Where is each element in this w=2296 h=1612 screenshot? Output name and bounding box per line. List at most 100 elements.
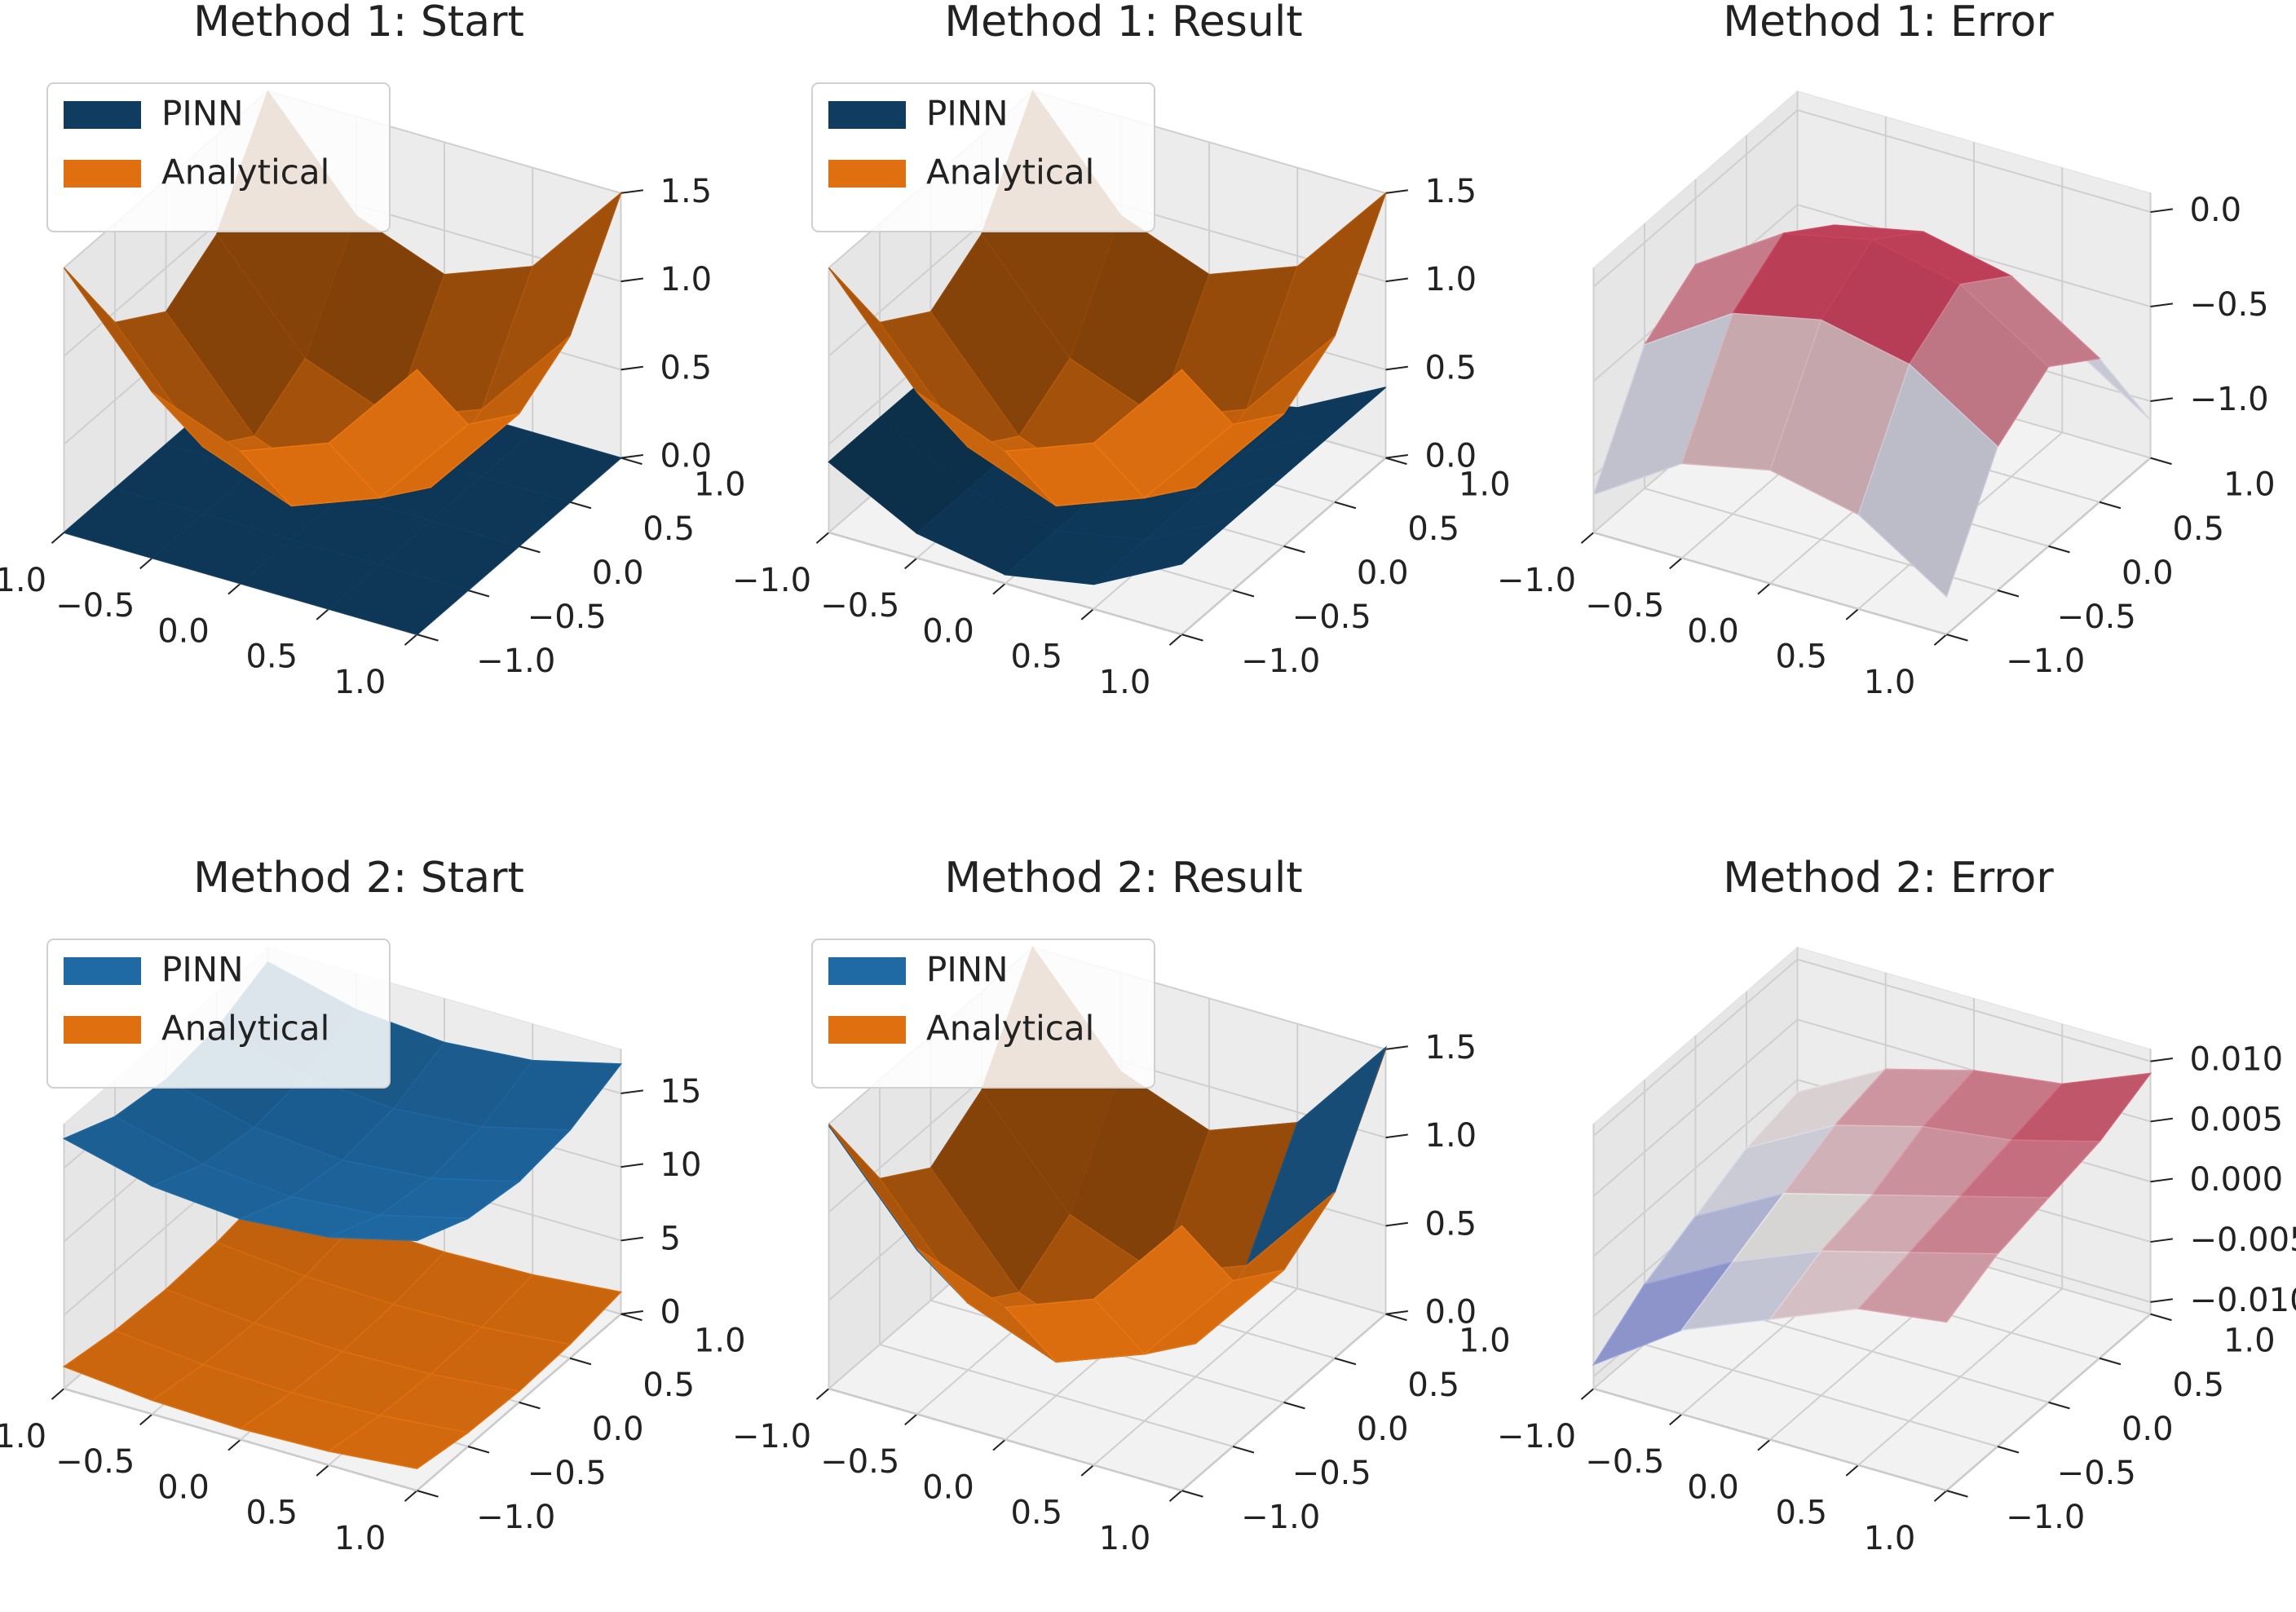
x-tick-label: −0.5: [1585, 587, 1664, 625]
z-tick-label: 0.005: [2190, 1101, 2284, 1138]
y-tick-label: 1.0: [694, 1323, 746, 1360]
z-tick-label: 1.0: [660, 261, 713, 298]
z-tick: [1385, 1045, 1408, 1050]
z-tick: [2150, 1177, 2173, 1183]
x-tick-label: −0.5: [55, 1443, 135, 1481]
y-tick: [1946, 634, 1968, 642]
z-tick-label: 0: [660, 1294, 681, 1332]
x-tick-label: 0.0: [1687, 1468, 1739, 1506]
legend-label: Analytical: [926, 152, 1094, 192]
x-tick-label: 0.5: [1010, 1495, 1062, 1532]
y-tick-label: −0.5: [2057, 1455, 2136, 1492]
x-tick-label: 0.5: [1010, 638, 1062, 676]
z-tick-label: −0.010: [2190, 1282, 2296, 1319]
y-tick-label: 1.0: [1459, 1323, 1511, 1360]
legend-label: PINN: [926, 94, 1009, 134]
z-tick-label: −0.005: [2190, 1221, 2296, 1259]
legend-label: PINN: [161, 94, 244, 134]
z-tick-label: 1.5: [1425, 1029, 1477, 1067]
grid-line: [1593, 532, 1947, 636]
z-tick: [2150, 1298, 2173, 1303]
y-tick-label: 0.5: [2172, 510, 2224, 548]
y-tick-label: 0.5: [2172, 1367, 2224, 1404]
y-tick-label: 0.0: [592, 554, 644, 592]
x-tick-label: −0.5: [1585, 1443, 1664, 1481]
y-tick-label: 0.0: [1357, 1411, 1409, 1448]
z-tick: [2150, 1117, 2173, 1123]
x-tick: [1845, 608, 1859, 621]
y-tick-label: −0.5: [528, 1455, 607, 1492]
y-tick: [569, 501, 592, 510]
grid-line: [1592, 109, 1799, 288]
x-tick: [1669, 557, 1683, 570]
surface-cell: [1093, 1225, 1234, 1355]
x-tick: [1757, 582, 1771, 595]
y-tick-label: 0.5: [1407, 510, 1459, 548]
x-tick: [404, 1490, 418, 1502]
x-tick-label: −1.0: [0, 562, 46, 599]
legend-label: Analytical: [926, 1009, 1094, 1049]
z-tick: [620, 189, 643, 194]
y-tick: [2150, 457, 2172, 466]
x-tick-label: −1.0: [0, 1418, 46, 1455]
z-tick: [620, 1089, 643, 1094]
y-tick: [2150, 1313, 2172, 1322]
z-tick: [1385, 453, 1408, 459]
x-tick-label: 0.0: [922, 612, 974, 650]
grid-line: [64, 1388, 417, 1492]
x-tick: [1080, 1464, 1094, 1477]
x-tick: [316, 608, 329, 621]
chart-title: Method 1: Start: [193, 0, 524, 46]
y-tick: [2099, 1357, 2122, 1366]
x-tick: [1080, 608, 1094, 621]
z-tick-label: 1.5: [660, 173, 713, 210]
x-tick-label: −0.5: [820, 587, 899, 625]
y-tick: [519, 545, 541, 554]
x-tick-label: 1.0: [1099, 664, 1151, 701]
surface-cell: [329, 1214, 469, 1242]
y-tick: [467, 1446, 490, 1454]
surface-cell: [328, 369, 470, 499]
legend-swatch: [64, 101, 141, 129]
x-tick-label: −1.0: [732, 562, 811, 599]
y-tick-label: −1.0: [1241, 643, 1320, 680]
legend-label: PINN: [161, 950, 244, 990]
z-tick: [620, 1236, 643, 1242]
y-tick: [1385, 1313, 1407, 1322]
legend-label: Analytical: [161, 1009, 329, 1049]
y-tick-label: −1.0: [1241, 1499, 1320, 1536]
z-tick: [620, 277, 643, 283]
z-tick-label: 0.000: [2190, 1161, 2284, 1199]
y-tick-label: 0.0: [2122, 1411, 2174, 1448]
z-tick-label: 15: [660, 1073, 702, 1111]
x-tick-label: −1.0: [1497, 1418, 1576, 1455]
y-tick-label: −1.0: [2006, 643, 2085, 680]
y-tick: [1997, 1446, 2020, 1454]
z-tick: [2150, 1238, 2173, 1243]
y-tick-label: 1.0: [2223, 1323, 2276, 1360]
y-tick-label: −0.5: [2057, 598, 2136, 636]
legend-swatch: [64, 1016, 141, 1044]
x-tick: [51, 532, 65, 544]
y-tick: [1283, 1401, 1305, 1410]
legend-swatch: [828, 160, 906, 188]
z-tick: [2150, 397, 2173, 403]
y-tick-label: 1.0: [694, 466, 746, 504]
y-tick-label: 0.0: [592, 1411, 644, 1448]
z-tick: [1385, 1133, 1408, 1139]
legend-swatch: [828, 957, 906, 985]
z-tick-label: 0.0: [1425, 1294, 1477, 1332]
grid-line: [1593, 1388, 1947, 1492]
x-tick: [1933, 1490, 1948, 1502]
legend-label: Analytical: [161, 152, 329, 192]
x-tick-label: 0.5: [1775, 1495, 1827, 1532]
y-tick: [1946, 1490, 1968, 1498]
y-tick: [1334, 501, 1357, 510]
surface-cell: [327, 563, 470, 635]
y-tick-label: −1.0: [476, 643, 555, 680]
x-tick-label: 1.0: [1099, 1520, 1151, 1557]
z-tick-label: 0.0: [1425, 438, 1477, 475]
y-tick-label: 0.0: [1357, 554, 1409, 592]
x-tick: [1757, 1438, 1771, 1451]
x-tick-label: 1.0: [1864, 664, 1916, 701]
